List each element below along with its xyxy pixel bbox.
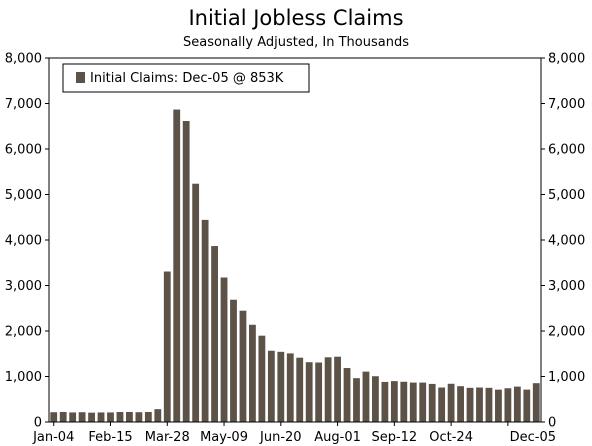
plot-frame <box>48 57 542 423</box>
bar <box>277 351 285 422</box>
bar <box>504 388 512 422</box>
y-tick-label-left: 7,000 <box>5 97 42 112</box>
bar <box>466 387 474 422</box>
chart-subtitle: Seasonally Adjusted, In Thousands <box>183 35 409 50</box>
bar <box>438 387 446 422</box>
y-tick-label-right: 5,000 <box>548 188 585 203</box>
bar <box>390 381 398 422</box>
x-tick-label: Jun-20 <box>259 430 302 445</box>
x-tick-label: Oct-24 <box>429 430 473 445</box>
bar <box>78 412 86 422</box>
bar-series <box>50 109 540 423</box>
bar <box>50 412 58 422</box>
bar <box>163 271 171 422</box>
y-tick-label-left: 5,000 <box>5 188 42 203</box>
y-tick-label-right: 4,000 <box>548 234 585 249</box>
x-tick-label: Jan-04 <box>32 430 74 445</box>
legend-label: Initial Claims: Dec-05 @ 853K <box>90 71 284 86</box>
bar <box>97 412 105 422</box>
y-tick-label-right: 8,000 <box>548 52 585 67</box>
bar <box>381 381 389 422</box>
bar <box>353 378 360 422</box>
y-tick-label-left: 0 <box>34 416 42 431</box>
bar <box>69 412 77 422</box>
x-tick-label: Aug-01 <box>314 430 361 445</box>
bar <box>324 357 332 422</box>
bar <box>372 376 379 422</box>
legend: Initial Claims: Dec-05 @ 853K <box>62 63 310 93</box>
bar <box>447 383 455 422</box>
chart-title: Initial Jobless Claims <box>188 6 404 30</box>
y-tick-label-right: 3,000 <box>548 279 585 294</box>
bar <box>59 411 67 422</box>
bar <box>334 356 341 422</box>
bar <box>476 387 483 422</box>
y-tick-label-left: 1,000 <box>5 370 42 385</box>
bar <box>267 350 275 422</box>
bar <box>135 412 143 422</box>
x-tick-label: Sep-12 <box>371 430 417 445</box>
bar <box>249 324 256 422</box>
y-tick-label-left: 4,000 <box>5 234 42 249</box>
y-tick-label-right: 6,000 <box>548 143 585 158</box>
bar <box>457 386 464 422</box>
bar <box>532 383 540 422</box>
bar <box>126 411 133 422</box>
y-tick-label-right: 0 <box>548 416 556 431</box>
y-tick-label-right: 2,000 <box>548 325 585 340</box>
y-tick-label-left: 8,000 <box>5 52 42 67</box>
x-tick-label: Mar-28 <box>145 430 190 445</box>
legend-swatch <box>76 72 85 83</box>
x-tick-label: May-09 <box>200 430 248 445</box>
bar <box>144 411 152 422</box>
bar <box>230 299 237 422</box>
bar <box>211 246 218 422</box>
bar <box>419 382 427 422</box>
bar <box>485 387 493 422</box>
bar <box>343 368 351 422</box>
bar <box>305 362 313 422</box>
bar <box>239 310 247 422</box>
bar <box>154 409 162 422</box>
bar <box>315 362 323 422</box>
bar <box>296 357 304 422</box>
legend-box <box>62 63 310 93</box>
y-tick-label-right: 1,000 <box>548 370 585 385</box>
bar <box>192 183 200 422</box>
bar <box>107 412 114 422</box>
y-tick-label-left: 3,000 <box>5 279 42 294</box>
y-tick-label-left: 2,000 <box>5 325 42 340</box>
y-tick-label-right: 7,000 <box>548 97 585 112</box>
bar <box>286 353 294 422</box>
x-tick-label: Feb-15 <box>88 430 132 445</box>
bar <box>495 389 502 422</box>
bar <box>201 219 209 422</box>
bar <box>400 381 408 422</box>
axes: 0 0 1,000 1,000 2,000 2,000 3,000 3,000 4,000 4,0… <box>5 52 585 446</box>
bar <box>258 335 266 422</box>
y-tick-label-left: 6,000 <box>5 143 42 158</box>
bar <box>513 386 521 422</box>
bar <box>523 389 531 422</box>
bar <box>428 383 436 422</box>
bar <box>88 412 95 422</box>
bar <box>409 382 417 422</box>
bar <box>220 277 228 422</box>
bar <box>173 109 181 423</box>
x-tick-label: Dec-05 <box>510 430 556 445</box>
bar <box>362 371 370 422</box>
bar <box>116 411 124 422</box>
bar <box>182 121 190 423</box>
